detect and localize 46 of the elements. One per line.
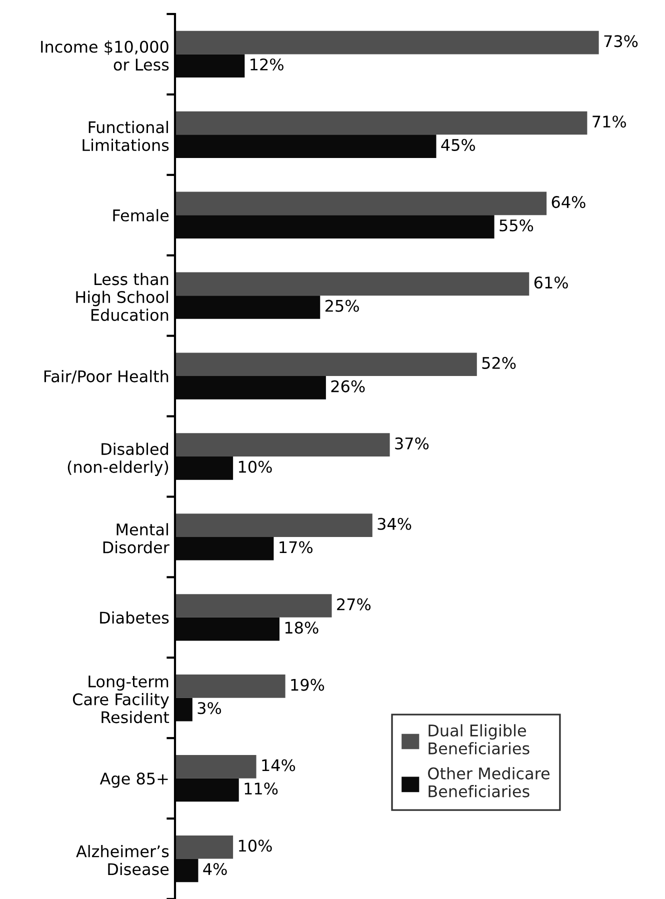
y-tick-label: Age 85+ (100, 772, 168, 788)
bar (175, 433, 390, 456)
bar (175, 352, 477, 376)
data-label: 11% (244, 782, 278, 795)
y-tick-label: Less than High School Education (76, 272, 168, 321)
y-tick-label: Female (113, 209, 169, 222)
data-label: 34% (378, 518, 412, 530)
data-label: 19% (291, 678, 324, 691)
bar (175, 111, 588, 135)
y-tick-label: Mental Disorder (103, 523, 170, 554)
legend-label: Other Medicare Beneficiaries (428, 767, 550, 798)
data-label: 45% (441, 138, 476, 151)
data-label: 17% (280, 541, 312, 554)
data-label: 14% (262, 759, 296, 772)
data-label: 37% (395, 437, 429, 450)
y-tick-label: Diabetes (100, 611, 169, 624)
data-label: 25% (325, 300, 359, 312)
y-tick-label: Alzheimer’s Disease (76, 844, 169, 876)
bar (175, 30, 599, 54)
data-label: 55% (500, 219, 534, 232)
bar (175, 754, 256, 778)
bar (175, 272, 530, 296)
data-label: 3% (198, 702, 222, 714)
data-label: 73% (604, 35, 638, 48)
data-label: 4% (203, 862, 227, 876)
data-label: 12% (250, 58, 284, 71)
data-label: 64% (552, 196, 586, 208)
data-label: 10% (238, 840, 272, 852)
y-tick-label: Disabled (non-elderly) (68, 442, 168, 476)
y-tick-label: Functional Limitations (82, 120, 169, 152)
data-label: 52% (482, 356, 516, 370)
data-label: 18% (285, 622, 318, 634)
data-label: 27% (337, 598, 371, 610)
bar (175, 192, 547, 216)
bar (175, 674, 286, 698)
data-label: 26% (331, 380, 365, 392)
legend-label: Dual Eligible Beneficiaries (428, 724, 530, 754)
data-label: 10% (238, 460, 272, 473)
data-label: 61% (534, 276, 568, 289)
data-label: 71% (592, 116, 626, 128)
y-tick-label: Long-term Care Facility Resident (72, 676, 170, 724)
bar (175, 594, 332, 618)
y-tick-label: Fair/Poor Health (44, 370, 168, 384)
bar (175, 835, 234, 859)
bar (175, 514, 372, 537)
y-tick-label: Income $10,000 or Less (41, 40, 169, 71)
